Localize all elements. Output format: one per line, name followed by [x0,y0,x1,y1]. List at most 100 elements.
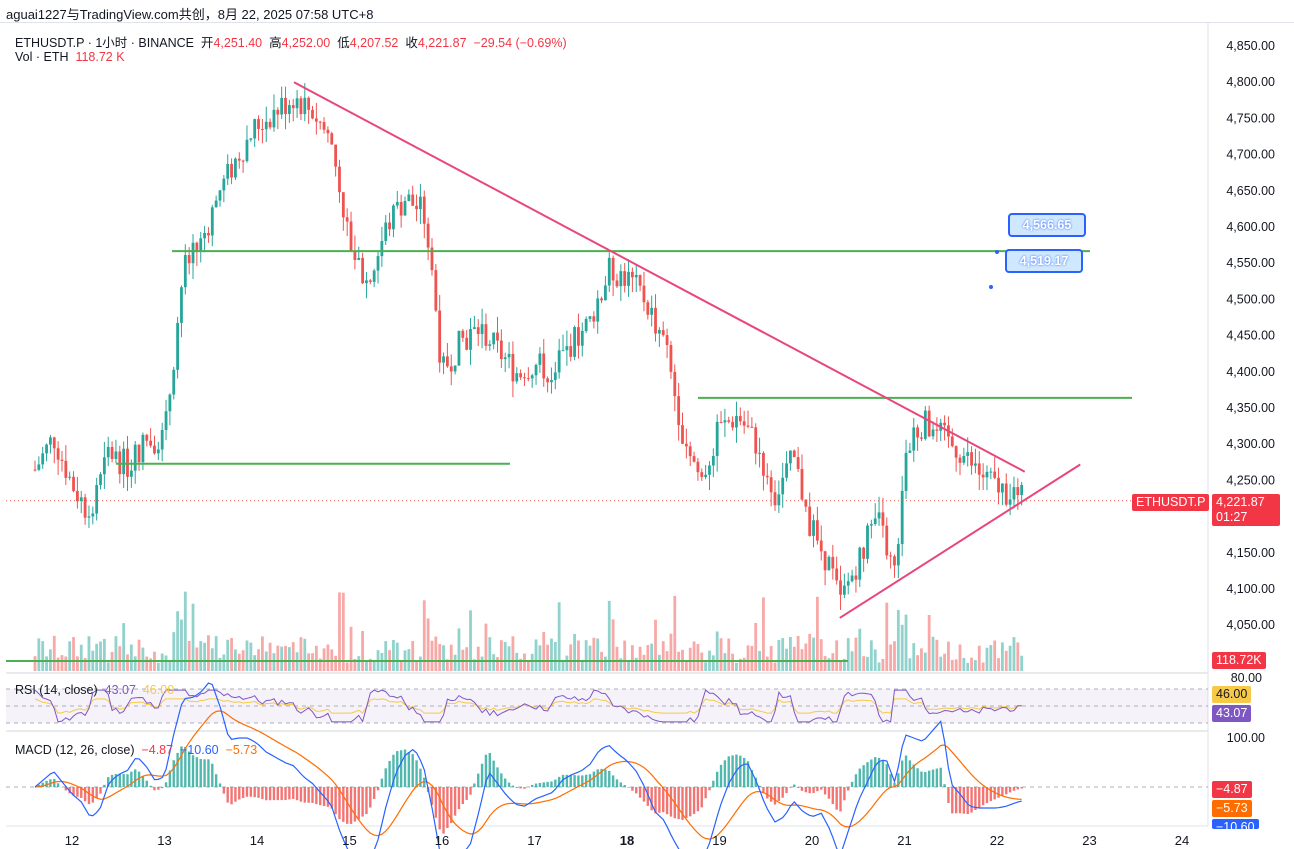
date-tick-label: 15 [342,833,356,848]
candle-body [738,416,742,422]
candle-body [835,568,839,581]
candle-body [114,451,118,459]
macd-label[interactable]: MACD (12, 26, close) [15,743,135,757]
volume-bar [141,647,145,671]
volume-bar [83,658,87,671]
candle-body [889,555,893,557]
candle-body [989,471,993,473]
price-callout-lower[interactable]: 4,519.17 [1005,249,1083,273]
volume-bar [237,653,241,671]
macd-histogram-bar [214,774,218,787]
volume-bar [769,645,773,671]
volume-bar [253,655,257,671]
macd-histogram-bar [238,787,241,800]
volume-bar [958,644,962,671]
date-tick-label: 14 [250,833,264,848]
macd-hist-tag: −4.87 [1212,781,1252,798]
candle-body [403,201,407,216]
candle-body [711,455,715,466]
price-callout-upper[interactable]: 4,566.65 [1008,213,1086,237]
price-tick-label: 4,800.00 [1226,75,1275,89]
candle-body [172,369,176,395]
macd-histogram-bar [249,787,253,797]
macd-histogram-bar [931,769,935,787]
volume-bar [966,662,970,671]
macd-histogram-bar [319,787,322,806]
candle-body [311,109,314,119]
candle-body [553,372,557,381]
candle-body [326,129,330,134]
candle-body [534,364,538,376]
candle-body [765,475,769,478]
volume-bar [889,644,893,671]
volume-bar [634,657,638,671]
volume-bar [499,640,503,671]
macd-histogram-bar [64,787,68,791]
candle-body [392,205,395,230]
macd-histogram-bar [762,787,765,794]
candle-body [654,307,657,334]
volume-bar [314,645,318,671]
macd-line [34,682,1022,849]
macd-histogram-bar [534,783,538,787]
volume-bar [457,628,461,671]
candle-body [1000,483,1004,493]
macd-histogram-bar [635,787,638,794]
rsi-label[interactable]: RSI (14, close) [15,683,98,697]
volume-bar [592,637,596,671]
macd-histogram-bar [974,787,977,811]
candle-body [488,344,492,346]
candle-body [673,371,677,397]
macd-histogram-bar [523,787,526,789]
macd-histogram-bar [230,787,233,805]
macd-histogram-bar [292,787,295,799]
volume-bar [715,631,719,671]
symbol-tag: ETHUSDT.P [1132,494,1210,511]
candle-body [604,285,607,301]
symbol-label[interactable]: ETHUSDT.P · 1小时 · BINANCE [15,36,194,50]
volume-bar [947,641,950,671]
volume-bar [831,653,835,671]
volume-bar [126,654,129,671]
macd-histogram-bar [954,787,958,814]
volume-label[interactable]: Vol · ETH [15,50,69,64]
macd-histogram-bar [126,774,129,787]
macd-histogram-bar [45,780,48,787]
macd-histogram-bar [538,782,542,787]
volume-bar [869,640,873,671]
volume-bar [33,656,37,671]
chart-area[interactable]: 4,850.00 4,800.00 4,750.00 4,700.00 4,650.00… [0,23,1294,849]
candle-body [260,128,264,130]
macd-histogram-bar [141,776,145,787]
candle-body [646,302,650,315]
macd-histogram-bar [827,787,831,799]
macd-histogram-bar [715,771,719,787]
volume-bar [846,638,850,671]
candle-body [99,474,102,486]
volume-bar [465,647,469,671]
price-tick-label: 4,400.00 [1226,365,1275,379]
macd-histogram-bar [600,768,603,787]
volume-bar [507,646,511,671]
candle-body [122,448,126,475]
volume-bar [357,656,361,671]
date-tick-label: 17 [527,833,541,848]
volume-bar [731,653,735,671]
macd-histogram-bar [823,787,827,795]
volume-bar [384,641,388,671]
macd-histogram-bar [380,778,384,787]
volume-bar [916,655,920,671]
volume-bar [230,637,233,671]
rsi-ma-value: 46.00 [142,683,175,697]
volume-bar [272,653,276,671]
macd-histogram-bar [134,769,137,787]
volume-bar [781,638,785,671]
macd-histogram-bar [388,760,391,787]
price-chart[interactable]: 4,850.00 4,800.00 4,750.00 4,700.00 4,650.00… [0,23,1294,849]
candle-body [993,471,997,478]
volume-bar [168,660,172,671]
volume-bar [419,656,422,671]
volume-bar [785,648,788,671]
candle-body [854,575,858,580]
macd-histogram-bar [438,787,441,830]
